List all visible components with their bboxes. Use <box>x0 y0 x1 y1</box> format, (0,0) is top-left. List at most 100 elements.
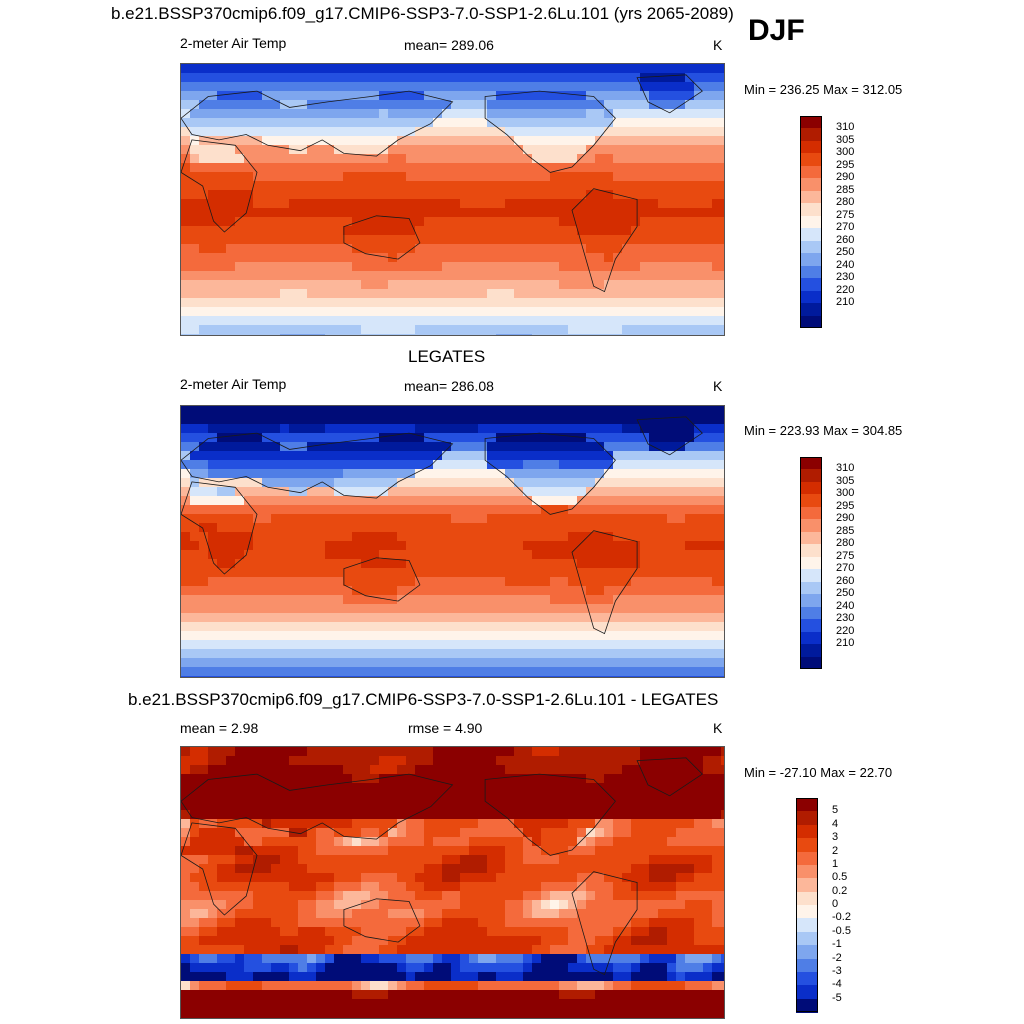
panel-1-map-cell <box>343 73 353 83</box>
panel-2-map-cell <box>487 487 497 497</box>
panel-2-map-cell <box>541 658 551 668</box>
panel-1-map-cell <box>370 145 380 155</box>
panel-2-map-cell <box>514 667 524 677</box>
panel-2-map-cell <box>442 433 452 443</box>
panel-2-map-cell <box>235 406 245 416</box>
panel-2-map-cell <box>343 613 353 623</box>
panel-2-map-cell <box>253 541 263 551</box>
panel-1-map-cell <box>343 136 353 146</box>
panel-1-map-cell <box>442 100 452 110</box>
panel-2-map-cell <box>694 460 704 470</box>
panel-3-map-cell <box>613 801 623 811</box>
panel-1-map-cell <box>343 262 353 272</box>
panel-3-map-cell <box>469 792 479 802</box>
panel-1-map-cell <box>433 316 443 326</box>
panel-1-map-cell <box>199 82 209 92</box>
panel-1-map-cell <box>199 181 209 191</box>
panel-1-map-cell <box>235 253 245 263</box>
panel-2-map-cell <box>226 460 236 470</box>
panel-1-map-cell <box>433 298 443 308</box>
panel-1-map-cell <box>676 289 686 299</box>
panel-2-map-cell <box>523 487 533 497</box>
panel-3-map-cell <box>190 756 200 766</box>
panel-3-map-cell <box>505 891 515 901</box>
panel-1-map-cell <box>325 253 335 263</box>
panel-1-map-cell <box>631 244 641 254</box>
panel-2-map-cell <box>298 496 308 506</box>
panel-2-map-cell <box>694 433 704 443</box>
panel-1-map-cell <box>631 154 641 164</box>
panel-3-map-cell <box>631 828 641 838</box>
panel-2-map-cell <box>559 442 569 452</box>
panel-3-map-cell <box>334 747 344 757</box>
panel-3-map-cell <box>235 909 245 919</box>
panel-1-map-cell <box>568 217 578 227</box>
panel-3-map-cell <box>514 765 524 775</box>
panel-1-map-cell <box>712 289 722 299</box>
panel-1-map-cell <box>568 118 578 128</box>
panel-2-map-cell <box>532 415 542 425</box>
panel-2-map-cell <box>505 487 515 497</box>
panel-3-map-cell <box>469 873 479 883</box>
panel-1-map-cell <box>334 244 344 254</box>
panel-2-map-cell <box>577 541 587 551</box>
panel-1-map-cell <box>568 271 578 281</box>
panel-1-map-cell <box>253 208 263 218</box>
panel-2-map-cell <box>298 604 308 614</box>
panel-3-map-cell <box>505 819 515 829</box>
panel-2-map-cell <box>190 604 200 614</box>
panel-1-map-cell <box>469 217 479 227</box>
panel-1-map-cell <box>442 64 452 74</box>
panel-2-map-cell <box>280 559 290 569</box>
panel-1-map-cell <box>442 109 452 119</box>
panel-2-map-cell <box>721 460 724 470</box>
panel-2-map-cell <box>289 442 299 452</box>
panel-1-map-cell <box>658 181 668 191</box>
panel-2-map-cell <box>631 469 641 479</box>
panel-1-map-cell <box>568 91 578 101</box>
panel-2-map-cell <box>640 487 650 497</box>
panel-2-map-cell <box>514 523 524 533</box>
panel-1-map-cell <box>514 136 524 146</box>
panel-3-map-cell <box>721 891 724 901</box>
panel-2-map-cell <box>217 505 227 515</box>
panel-2-map-cell <box>433 541 443 551</box>
panel-3-map-cell <box>559 837 569 847</box>
panel-2-map-cell <box>460 469 470 479</box>
panel-1-map-cell <box>487 208 497 218</box>
panel-1-map-cell <box>712 172 722 182</box>
panel-1-map-cell <box>496 280 506 290</box>
panel-3-map-cell <box>487 810 497 820</box>
panel-3-map-cell <box>550 747 560 757</box>
panel-1-map-cell <box>604 271 614 281</box>
panel-2-map-cell <box>712 541 722 551</box>
panel-2-map-cell <box>388 676 398 677</box>
panel-3-map-cell <box>532 900 542 910</box>
panel-3-map-cell <box>460 882 470 892</box>
panel-2-map-cell <box>577 613 587 623</box>
panel-1-map-cell <box>676 307 686 317</box>
panel-1-map-cell <box>487 163 497 173</box>
panel-2-map-cell <box>622 613 632 623</box>
panel-3-map-cell <box>190 864 200 874</box>
panel-3-map-cell <box>613 882 623 892</box>
panel-3-map-cell <box>361 819 371 829</box>
panel-2-map-cell <box>397 622 407 632</box>
panel-1-map-cell <box>478 163 488 173</box>
panel-3-map-cell <box>460 774 470 784</box>
panel-2-map-cell <box>514 505 524 515</box>
panel-1-map-cell <box>262 262 272 272</box>
panel-2-map-cell <box>496 640 506 650</box>
panel-2-map-cell <box>667 622 677 632</box>
panel-2-map-cell <box>217 559 227 569</box>
panel-1-map-cell <box>217 325 227 335</box>
panel-2-map-cell <box>451 559 461 569</box>
panel-2-map-cell <box>577 424 587 434</box>
panel-1-map-cell <box>667 208 677 218</box>
panel-2-map-cell <box>388 442 398 452</box>
panel-1-map-cell <box>433 217 443 227</box>
panel-2-map-cell <box>181 676 191 677</box>
panel-1-map-cell <box>343 91 353 101</box>
panel-2-map-cell <box>244 559 254 569</box>
panel-2-map-cell <box>469 406 479 416</box>
